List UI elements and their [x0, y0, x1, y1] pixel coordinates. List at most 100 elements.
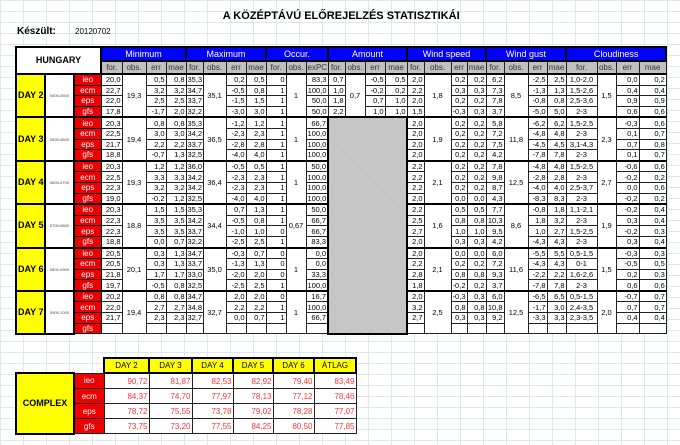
forecast-cell: 2,2 [406, 258, 425, 270]
page-title: A KÖZÉPTÁVÚ ELŐREJELZÉS STATISZTIKÁI [222, 9, 460, 22]
forecast-cell: 34,2 [185, 214, 204, 227]
score-cell: 77,97 [191, 388, 234, 404]
value-cell: 0,2 [466, 258, 487, 270]
error-cell: 0,8 [145, 289, 167, 303]
value-cell: 0,6 [638, 181, 667, 194]
value-cell: 4,8 [546, 159, 567, 173]
value-cell: 100,0 [305, 127, 329, 140]
forecast-cell: 2,0 [406, 235, 425, 249]
observed-cell: 8,5 [503, 72, 529, 118]
complex-row: ecm 84,37 74,70 77,97 78,13 77,12 78,46 [16, 388, 357, 404]
error-cell: -4,0 [225, 192, 247, 205]
forecast-cell: 2-3 [565, 149, 598, 162]
model-label: gfs [73, 279, 102, 292]
day-label: DAY 7 [15, 289, 46, 335]
section-header-occ: Occur. [265, 46, 329, 62]
error-cell: 1,0 [364, 105, 386, 118]
value-cell: 0,4 [638, 84, 667, 97]
model-label: ieo [73, 289, 102, 303]
value-cell: 0,3 [638, 225, 667, 237]
complex-row: COMPLEX ieo 90,72 81,87 82,53 82,92 79,40 83,49 [15, 372, 357, 435]
value-cell: 2,3 [245, 181, 267, 194]
forecast-cell: 1,8 [406, 279, 425, 292]
observed-cell: 2,5 [423, 289, 452, 335]
value-cell: 1,2 [245, 116, 267, 129]
forecast-cell: 33,0 [185, 268, 204, 281]
value-cell: 0,2 [638, 171, 667, 183]
forecast-cell: 22,5 [100, 171, 123, 183]
value-cell: 0,0 [466, 192, 487, 205]
forecast-cell: 2,2 [406, 181, 425, 194]
forecast-cell: 1 [265, 105, 287, 118]
error-cell: 0,0 [450, 192, 468, 205]
section-header-min: Minimum [100, 46, 187, 62]
observed-cell: 35,0 [202, 246, 227, 292]
forecast-cell: 9,3 [485, 268, 505, 281]
observed-cell: 11,8 [503, 116, 529, 162]
value-cell: 0,8 [638, 138, 667, 151]
value-cell: 0,7 [165, 235, 187, 249]
forecast-cell: 1,0 [327, 84, 346, 97]
forecast-cell: 1 [265, 203, 287, 216]
forecast-cell: 1,5 [406, 105, 425, 118]
score-cell: 73,20 [148, 418, 193, 434]
value-cell [638, 322, 667, 335]
column-header: for. [185, 60, 204, 75]
forecast-cell: 2,2 [406, 159, 425, 173]
table-row: gfs 17,8 -1,7 2,0 32,2 -3,0 3,0 1 50,0 2,2 1,0 1,0 1… [16, 105, 667, 118]
forecast-cell: 7,7 [485, 203, 505, 216]
error-cell: -7,8 [527, 279, 548, 292]
value-cell: 1,2 [165, 159, 187, 173]
value-cell: 100,0 [305, 171, 329, 183]
day-label: DAY 4 [15, 159, 46, 206]
model-label: gfs [73, 418, 105, 434]
model-label: ecm [73, 127, 102, 140]
error-cell: 0,0 [450, 246, 468, 260]
forecast-cell: 0 [265, 246, 287, 260]
error-cell: 0,2 [450, 258, 468, 270]
value-cell: 100,0 [305, 84, 329, 97]
model-label: ieo [73, 372, 105, 389]
error-cell: -3,0 [225, 105, 247, 118]
forecast-cell: 20,3 [100, 116, 123, 129]
error-cell: 2,3 [145, 312, 167, 324]
forecast-cell: 5,8 [485, 116, 505, 129]
value-cell: 0,8 [466, 214, 487, 227]
forecast-cell: 2-3 [565, 279, 598, 292]
error-cell: 0,6 [615, 105, 640, 118]
forecast-cell: 6,0 [485, 289, 505, 303]
error-cell: -0,3 [450, 289, 468, 303]
forecast-cell: 2,5-3,7 [565, 181, 598, 194]
model-label: eps [73, 268, 102, 281]
forecast-cell: 34,7 [185, 246, 204, 260]
error-cell: 1,8 [527, 214, 548, 227]
value-cell: 2,2 [546, 268, 567, 281]
table-row: DAY 3 0500-0600 ieo 20,3 19,4 0,8 0,8 35,3 36,5-… [15, 116, 667, 335]
section-header-amt: Amount [327, 46, 408, 62]
model-label: gfs [73, 192, 102, 205]
value-cell: 0,2 [466, 138, 487, 151]
observed-cell: 12,5 [503, 289, 529, 335]
model-label: ieo [73, 72, 102, 86]
forecast-cell: 2,2 [327, 105, 346, 118]
value-cell: 3,2 [165, 181, 187, 194]
forecast-cell: 0,7 [327, 72, 346, 86]
complex-table: DAY 2 DAY 3 DAY 4 DAY 5 DAY 6 ÁTLAG COMPLEX ieo… [15, 357, 357, 435]
error-cell: -1,7 [145, 105, 167, 118]
value-cell: 50,0 [305, 159, 329, 173]
day-date-range: 0900-1000 [44, 289, 75, 335]
value-cell: 66,7 [305, 116, 329, 129]
column-header: obs. [423, 60, 452, 75]
value-cell: 6,2 [546, 116, 567, 129]
forecast-cell: 20,2 [100, 289, 123, 303]
forecast-cell: 7,2 [485, 258, 505, 270]
table-row: DAY 2 0400-0500 ieo 20,0 19,3 0,5 0,8 35,3 35,1 0… [15, 72, 667, 119]
forecast-cell: 18,8 [100, 235, 123, 249]
value-cell: 0,0 [305, 258, 329, 270]
value-cell: 0,2 [466, 127, 487, 140]
column-header: obs. [121, 60, 147, 75]
complex-header: DAY 5 [232, 357, 274, 374]
value-cell: 2,5 [546, 72, 567, 86]
error-cell: 0,3 [450, 312, 468, 324]
forecast-cell: 7,8 [485, 95, 505, 107]
